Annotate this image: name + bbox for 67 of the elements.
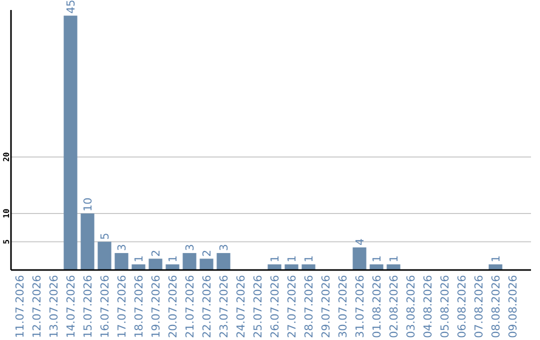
bar [268,264,282,270]
x-tick-label: 28.07.2026 [302,275,316,338]
data-label: 1 [268,255,282,262]
x-tick-label: 25.07.2026 [252,275,264,338]
x-tick-label: 29.07.2026 [320,275,332,338]
data-label: 3 [218,244,230,252]
x-tick-label: 16.07.2026 [98,275,112,338]
x-tick-label: 01.08.2026 [370,275,384,338]
data-label: 1 [370,255,384,262]
bar [64,16,78,270]
bar [352,247,366,270]
x-tick-label: 13.07.2026 [48,275,60,338]
bar [284,264,298,270]
bar [114,253,128,270]
bar [386,264,400,270]
data-label: 2 [150,250,162,257]
x-tick-label: 06.08.2026 [456,275,468,338]
x-tick-label: 15.07.2026 [82,275,94,338]
x-tick-label: 17.07.2026 [116,275,128,338]
data-label: 3 [116,244,128,252]
bar [370,264,384,270]
bar [98,242,112,270]
bar [216,253,230,270]
x-tick-label: 07.08.2026 [472,275,486,338]
x-tick-label: 02.08.2026 [388,275,400,338]
x-tick-label: 31.07.2026 [354,275,366,338]
data-label: 3 [184,244,196,252]
x-tick-label: 20.07.2026 [166,275,180,338]
data-label: 4 [354,238,366,246]
bar [182,253,196,270]
x-tick-label: 04.08.2026 [422,275,434,338]
x-tick-label: 14.07.2026 [64,275,78,338]
data-label: 1 [388,255,400,262]
data-label: 2 [200,250,214,257]
x-tick-label: 08.08.2026 [490,275,502,338]
x-tick-label: 26.07.2026 [268,275,282,338]
bar [80,213,94,270]
data-label: 1 [166,255,180,262]
x-tick-label: 24.07.2026 [234,275,248,338]
bar [132,264,146,270]
x-tick-label: 22.07.2026 [200,275,214,338]
x-tick-label: 11.07.2026 [14,275,26,338]
x-tick-label: 09.08.2026 [506,275,520,338]
data-label: 10 [82,197,94,212]
bar [166,264,180,270]
bar [488,264,502,270]
y-tick-label: 5 [2,239,11,244]
x-tick-label: 18.07.2026 [132,275,146,338]
bar [148,258,162,270]
data-label: 5 [98,232,112,240]
x-tick-label: 12.07.2026 [30,275,44,338]
data-label: 1 [490,255,502,262]
x-tick-label: 30.07.2026 [336,275,350,338]
data-label: 45 [64,0,78,14]
x-tick-label: 27.07.2026 [286,275,298,338]
x-tick-label: 23.07.2026 [218,275,230,338]
bar [302,264,316,270]
data-label: 1 [302,255,316,262]
y-tick-label: 10 [2,208,11,218]
data-label: 1 [132,255,146,262]
x-tick-label: 05.08.2026 [438,275,452,338]
data-label: 1 [286,255,298,262]
x-tick-label: 21.07.2026 [184,275,196,338]
y-tick-label: 20 [2,152,11,162]
bar [200,258,214,270]
x-tick-label: 19.07.2026 [150,275,162,338]
x-tick-label: 03.08.2026 [404,275,418,338]
